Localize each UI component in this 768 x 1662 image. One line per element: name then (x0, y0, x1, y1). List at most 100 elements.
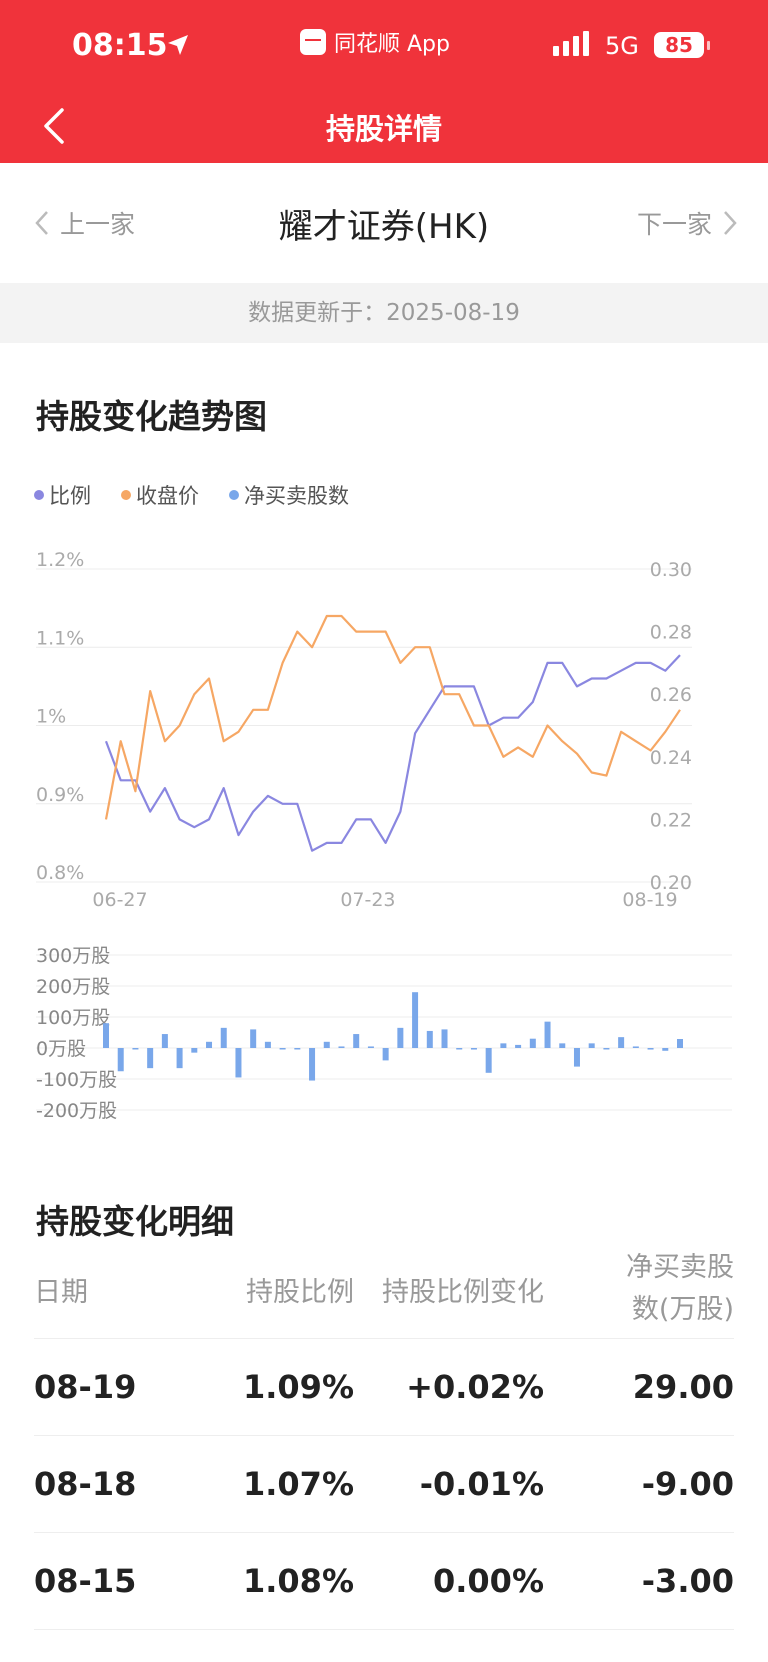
x-tick-label: 06-27 (92, 889, 147, 911)
net-shares-bar (206, 1041, 213, 1048)
network-type: 5G (605, 32, 639, 60)
net-shares-bar (470, 1048, 477, 1050)
bar-y-tick-label: 300万股 (36, 945, 110, 967)
net-shares-bar (191, 1048, 198, 1053)
series-line-ratio (104, 654, 681, 852)
y-right-tick-label: 0.30 (650, 559, 692, 581)
net-shares-bar (117, 1048, 124, 1072)
net-shares-bar (264, 1041, 271, 1048)
app-icon (300, 29, 326, 55)
legend-item-price: 收盘价 (121, 480, 199, 510)
net-shares-bar (279, 1048, 286, 1050)
y-left-tick-label: 1.1% (36, 627, 84, 649)
y-left-tick-label: 0.8% (36, 862, 84, 884)
update-timestamp: 数据更新于：2025-08-19 (0, 283, 768, 343)
table-row[interactable]: 08-18 1.07% -0.01% -9.00 (34, 1436, 734, 1533)
row-change: +0.02% (406, 1368, 544, 1406)
header-ratio-change: 持股比例变化 (382, 1276, 544, 1308)
net-shares-bar (515, 1044, 522, 1048)
net-shares-bar (382, 1048, 389, 1061)
net-shares-bar (294, 1048, 301, 1050)
net-shares-bar (603, 1048, 610, 1050)
signal-icon (553, 30, 589, 56)
net-shares-bar (456, 1048, 463, 1050)
header-net-shares-line2: 数(万股) (631, 1294, 734, 1325)
net-shares-bar (367, 1046, 374, 1048)
net-shares-bar (588, 1043, 595, 1048)
row-ratio: 1.09% (242, 1368, 354, 1406)
legend-item-net-shares: 净买卖股数 (229, 480, 349, 510)
legend-label: 净买卖股数 (244, 484, 349, 508)
prev-company-button[interactable]: 上一家 (34, 205, 135, 241)
battery-icon: 85 (654, 32, 710, 58)
row-date: 08-15 (34, 1562, 137, 1600)
trend-section-title: 持股变化趋势图 (36, 397, 267, 436)
y-right-tick-label: 0.26 (650, 684, 692, 706)
net-shares-bar (132, 1048, 139, 1050)
net-shares-bar (161, 1034, 168, 1048)
net-shares-bar (573, 1048, 580, 1067)
legend-dot (229, 490, 239, 500)
y-left-tick-label: 1% (36, 706, 66, 728)
x-tick-label: 07-23 (340, 889, 395, 911)
net-shares-bar (632, 1046, 639, 1048)
legend-label: 比例 (49, 484, 91, 508)
net-shares-bar (397, 1027, 404, 1048)
net-shares-bar (353, 1034, 360, 1048)
net-shares-bar-chart: 300万股 200万股 100万股 0万股 -100万股 -200万股 (36, 945, 732, 1122)
net-shares-bar (235, 1048, 242, 1078)
net-shares-bar (441, 1029, 448, 1048)
net-shares-bar (500, 1043, 507, 1048)
back-button[interactable] (38, 104, 78, 148)
net-shares-bar (485, 1048, 492, 1073)
series-line-price (104, 614, 681, 820)
chevron-left-icon (44, 108, 64, 144)
row-change: 0.00% (432, 1562, 544, 1600)
net-shares-bar (618, 1037, 625, 1048)
net-shares-bar (662, 1048, 669, 1051)
net-shares-bar (309, 1048, 316, 1081)
row-net: -9.00 (641, 1465, 734, 1503)
prev-company-label: 上一家 (60, 210, 136, 239)
table-row[interactable]: 08-15 1.08% 0.00% -3.00 (34, 1533, 734, 1630)
bar-y-tick-label: 0万股 (36, 1038, 86, 1060)
x-tick-label: 08-19 (622, 889, 677, 911)
y-right-tick-label: 0.24 (650, 747, 692, 769)
row-ratio: 1.07% (242, 1465, 354, 1503)
row-change: -0.01% (419, 1465, 544, 1503)
next-company-button[interactable]: 下一家 (637, 205, 738, 241)
chevron-right-icon (724, 211, 737, 235)
y-left-tick-label: 1.2% (36, 549, 84, 571)
y-right-tick-label: 0.28 (650, 622, 692, 644)
net-shares-bar (647, 1048, 654, 1050)
header-net-shares-line1: 净买卖股 (626, 1252, 734, 1283)
row-net: -3.00 (641, 1562, 734, 1600)
net-shares-bar (103, 1023, 109, 1048)
table-row[interactable]: 08-19 1.09% +0.02% 29.00 (34, 1339, 734, 1436)
trend-line-chart: 1.2% 1.1% 1% 0.9% 0.8% 0.30 0.28 0.26 0.24 0.22 0.… (36, 549, 692, 911)
header-net-shares: 净买卖股 数(万股) (544, 1247, 734, 1331)
net-shares-bar (147, 1048, 154, 1069)
bar-y-tick-label: 200万股 (36, 976, 110, 998)
chart-legend: 比例 收盘价 净买卖股数 (34, 480, 349, 510)
row-ratio: 1.08% (242, 1562, 354, 1600)
app-indicator: 同花顺 App (300, 26, 450, 58)
y-right-tick-label: 0.20 (650, 872, 692, 894)
bar-y-tick-label: -100万股 (36, 1069, 117, 1091)
row-net: 29.00 (632, 1368, 734, 1406)
status-bar: 08:15 同花顺 App 5G 85 (0, 0, 768, 90)
company-switcher: 上一家 耀才证券(HK) 下一家 (0, 163, 768, 283)
legend-dot (34, 490, 44, 500)
legend-item-ratio: 比例 (34, 480, 91, 510)
net-shares-bar (323, 1041, 330, 1048)
header-date: 日期 (34, 1276, 88, 1308)
app-name: 同花顺 App (334, 32, 450, 57)
nav-bar: 持股详情 (0, 90, 768, 163)
row-date: 08-19 (34, 1368, 137, 1406)
net-shares-bar (426, 1030, 433, 1048)
net-shares-bar (529, 1038, 536, 1048)
net-shares-bar (412, 992, 419, 1048)
net-shares-bar (338, 1046, 345, 1048)
status-time: 08:15 (72, 28, 168, 63)
bar-y-tick-label: -200万股 (36, 1100, 117, 1122)
